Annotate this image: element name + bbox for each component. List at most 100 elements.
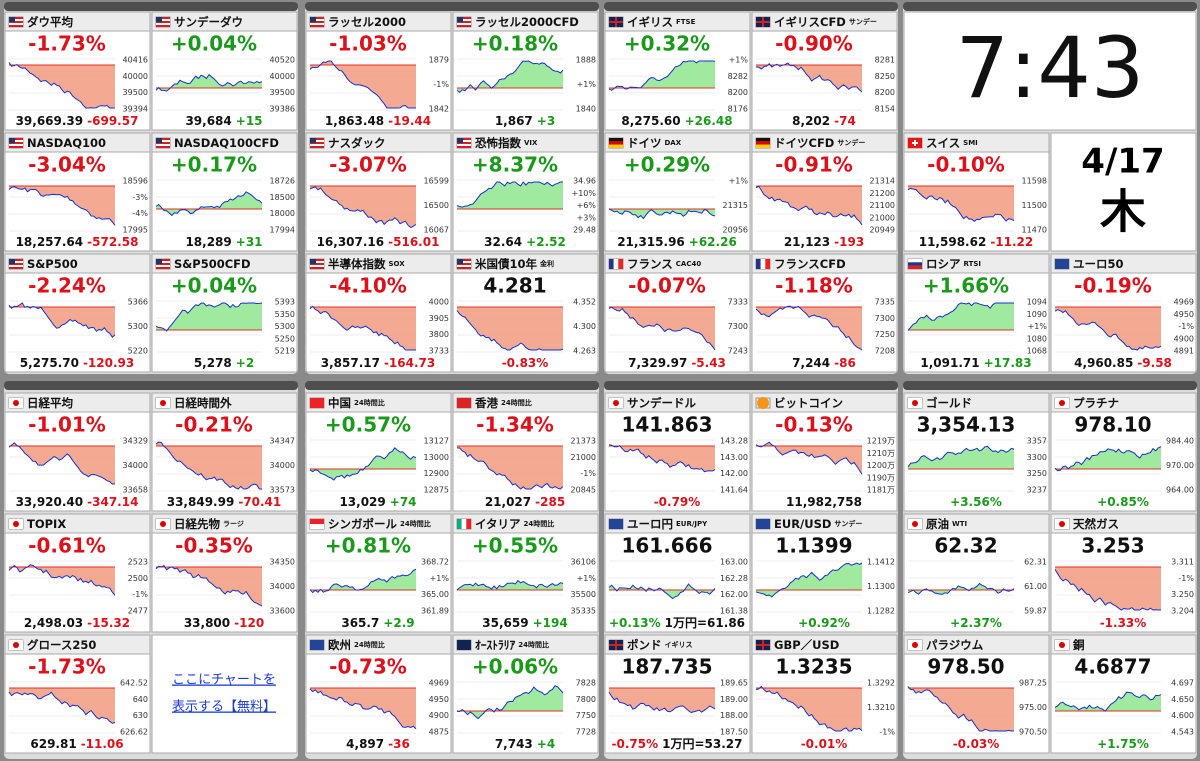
tile-header	[604, 634, 751, 655]
tile-name: サンデーダウ	[174, 15, 243, 29]
flag-part	[310, 259, 324, 261]
chart-area	[1055, 307, 1161, 350]
footer-value: -19.44	[388, 114, 431, 128]
tile-title: フランス CAC40	[627, 257, 701, 271]
footer-value: 1,863.48	[325, 114, 384, 128]
tile-footer: 365.7 +2.9	[341, 616, 414, 630]
footer-value: -0.79%	[654, 495, 701, 509]
footer-value: -15.32	[87, 616, 130, 630]
headline: +0.04%	[171, 274, 257, 298]
axis-label: 987.25	[1019, 679, 1047, 688]
axis-label: 368.72	[421, 558, 449, 567]
footer-value: 5,275.70	[20, 356, 79, 370]
tile-name: NASDAQ100CFD	[174, 136, 279, 150]
headline: 978.50	[927, 655, 1004, 679]
flag-part	[908, 265, 922, 269]
tile-footer: 4,960.85 -9.58	[1074, 356, 1172, 370]
tile-name: イギリス	[627, 15, 673, 29]
axis-label: 21200	[870, 189, 895, 198]
axis-label: 29.48	[573, 226, 596, 235]
group-bar	[903, 381, 1197, 390]
tile-title: 日経先物 ラージ	[174, 517, 244, 531]
tile-header	[1050, 513, 1197, 534]
axis-label: 40416	[123, 56, 148, 65]
flag-part	[615, 640, 617, 650]
footer-value: 39,684	[185, 114, 231, 128]
flag-part	[13, 521, 19, 527]
tile-header	[903, 253, 1050, 274]
flag-part	[765, 259, 770, 269]
tile-sub: SOX	[389, 260, 406, 268]
link-text[interactable]: 表示する【無料】	[172, 700, 276, 715]
flag-part	[310, 21, 324, 23]
axis-label: 21100	[870, 201, 895, 210]
chart-area	[156, 303, 262, 332]
chart-line	[155, 565, 263, 607]
group-bar	[903, 2, 1197, 11]
chart-line	[456, 181, 563, 208]
axis-label: 626.62	[120, 728, 148, 737]
link-box	[151, 634, 298, 754]
flag-part	[1059, 400, 1065, 406]
tile-name: ラッセル2000	[328, 15, 406, 29]
axis-label: 11598	[1022, 177, 1047, 186]
axis-label: 34350	[270, 558, 295, 567]
axis-label: 1181万	[867, 486, 895, 495]
tile-header	[305, 132, 452, 153]
chart-line	[1054, 309, 1162, 351]
footer-value: +3.56%	[950, 495, 1002, 509]
footer-value: -347.14	[87, 495, 138, 509]
chart-area	[908, 583, 1014, 595]
tile-footer: 7,244 -86	[792, 356, 856, 370]
axis-label: 61.00	[1024, 582, 1047, 591]
axis-label: 189.65	[720, 679, 748, 688]
axis-label: 8200	[875, 88, 895, 97]
footer-value: 11,598.62	[919, 235, 987, 249]
axis-label: 1080	[1027, 334, 1047, 343]
axis-label: 36106	[571, 558, 596, 567]
axis-label: -1%	[879, 728, 895, 737]
tile-footer: +3.56%	[950, 495, 1002, 509]
tile-name: プラチナ	[1073, 396, 1119, 410]
axis-label: 11500	[1022, 201, 1047, 210]
headline: 3,354.13	[917, 413, 1016, 437]
axis-label: -1%	[132, 590, 148, 599]
tile-header	[4, 132, 151, 153]
axis-label: 4900	[1174, 334, 1194, 343]
axis-label: 8200	[728, 88, 748, 97]
chart-area	[609, 584, 715, 599]
tile-title: サンデードル	[627, 396, 696, 410]
chart-area	[310, 61, 416, 108]
chart-area	[457, 446, 563, 489]
axis-label: 13000	[424, 453, 449, 462]
tile-footer: 7,743 +4	[495, 737, 555, 751]
tile-name: ユーロ50	[1073, 257, 1124, 271]
chart-line	[1054, 569, 1161, 611]
tile-header	[4, 11, 151, 32]
axis-label: 35500	[571, 590, 596, 599]
tile-title: 原油 WTI	[926, 517, 967, 531]
tile-name: ドイツCFD	[774, 136, 834, 150]
axis-label: 1888	[576, 56, 596, 65]
chart-area	[9, 442, 115, 485]
footer-value: -120	[234, 616, 264, 630]
tile-name: イギリスCFD	[774, 15, 846, 29]
axis-label: -1%	[1178, 322, 1194, 331]
axis-label: 7243	[728, 347, 748, 356]
flag-part	[310, 640, 324, 650]
tile-title: 恐怖指数 VIX	[475, 136, 538, 150]
tile-title: EUR/USD サンデー	[774, 517, 862, 531]
tile-name: シンガポール	[328, 517, 397, 531]
chart-area	[457, 307, 563, 350]
flag-part	[756, 259, 761, 269]
link-text[interactable]: ここにチャートを	[172, 673, 276, 688]
headline: -4.10%	[329, 274, 407, 298]
tile-header	[151, 392, 298, 413]
footer-value: +15	[236, 114, 263, 128]
axis-label: 2477	[128, 607, 148, 616]
flag-part	[457, 263, 471, 265]
axis-label: 3905	[429, 314, 449, 323]
axis-label: 33573	[270, 486, 295, 495]
headline: +0.29%	[624, 153, 710, 177]
